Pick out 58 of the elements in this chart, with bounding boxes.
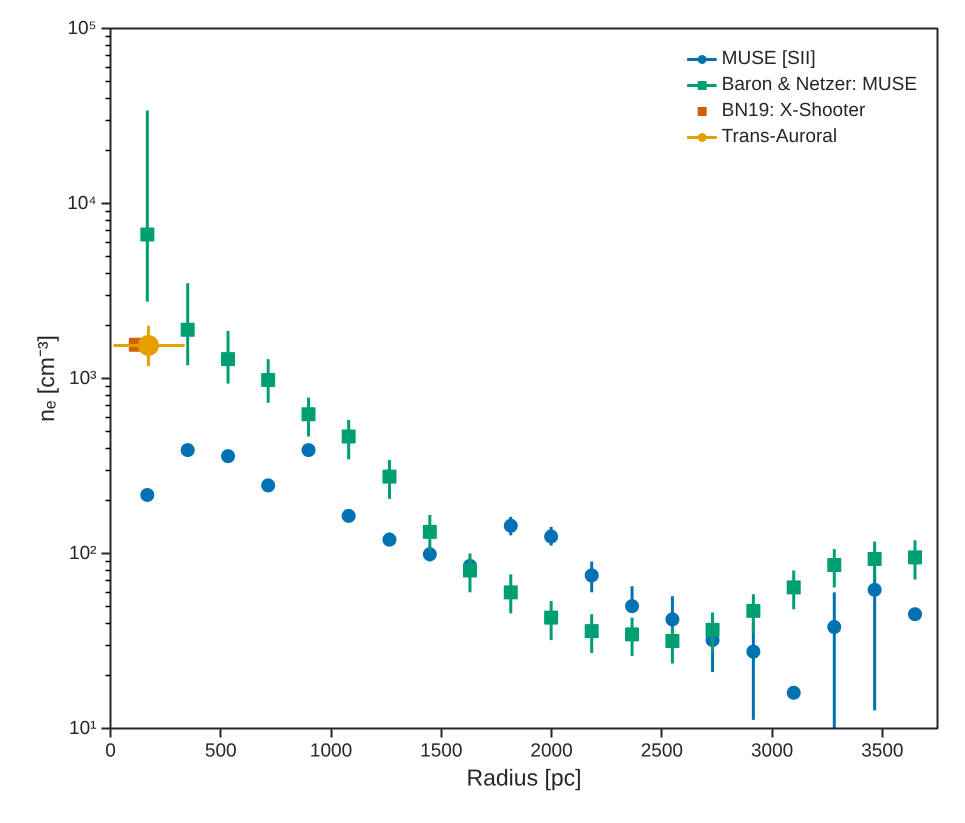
x-tick-label: 1000: [310, 740, 352, 762]
point: [140, 488, 154, 502]
point: [140, 228, 154, 242]
point: [422, 547, 437, 562]
point: [706, 622, 720, 637]
x-tick-label: 3500: [861, 740, 904, 762]
point: [261, 478, 276, 492]
point: [827, 620, 842, 634]
point: [382, 470, 396, 484]
point: [665, 634, 680, 648]
point: [908, 607, 922, 622]
x-tick-label: 500: [204, 740, 237, 762]
x-tick-label: 3000: [750, 740, 794, 762]
x-tick-label: 0: [105, 740, 116, 762]
point: [342, 508, 356, 523]
point: [180, 322, 195, 337]
point: [584, 624, 599, 638]
point: [868, 582, 882, 597]
point: [746, 604, 760, 618]
y-axis-title: nₑ [cm⁻³]: [33, 335, 60, 422]
point: [908, 550, 922, 564]
point: [625, 599, 640, 614]
legend-label: MUSE [SII]: [722, 48, 816, 70]
legend-label: BN19: X-Shooter: [722, 100, 866, 122]
point: [342, 430, 356, 444]
point: [625, 627, 640, 642]
point: [180, 443, 195, 458]
x-tick-label: 2500: [640, 740, 683, 762]
point: [462, 563, 477, 578]
point: [786, 580, 801, 594]
y-tick-label: 10¹: [69, 718, 97, 739]
point: [221, 449, 236, 464]
y-tick-label: 10³: [69, 368, 97, 389]
point: [221, 352, 236, 366]
point: [868, 552, 882, 566]
point: [544, 530, 558, 544]
legend-label: Baron & Netzer: MUSE: [722, 74, 917, 96]
x-tick-label: 2000: [530, 740, 573, 762]
point: [584, 568, 599, 582]
y-tick-label: 10²: [69, 543, 97, 564]
legend-label: Trans-Auroral: [722, 126, 838, 148]
point: [786, 686, 801, 700]
y-tick-label: 10⁵: [67, 18, 97, 39]
point: [544, 610, 558, 625]
y-tick-label: 10⁴: [67, 193, 97, 214]
point: [746, 644, 760, 659]
point: [261, 373, 276, 388]
point: [302, 443, 316, 458]
point: [665, 612, 680, 626]
point: [827, 558, 842, 572]
x-tick-label: 1500: [420, 740, 462, 762]
point: [302, 407, 316, 422]
point: [138, 334, 159, 356]
point: [422, 524, 437, 539]
point: [504, 585, 518, 600]
point: [504, 518, 518, 533]
point: [382, 532, 396, 547]
x-axis-title: Radius [pc]: [466, 764, 582, 790]
